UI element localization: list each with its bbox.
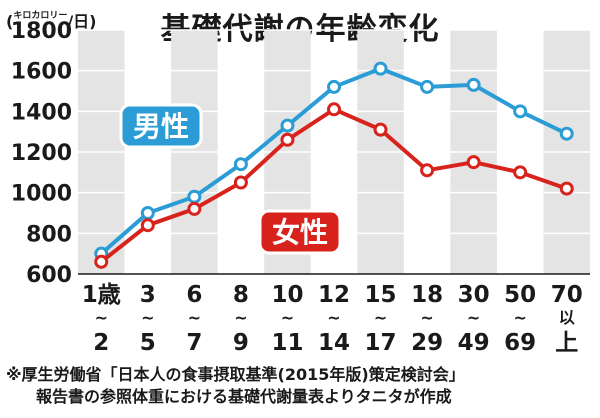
x-tick-bottom: 14: [318, 330, 350, 356]
x-tick-label: 12~14: [318, 282, 350, 356]
x-tick-top: 15: [365, 282, 397, 308]
x-tick-bottom: 11: [271, 330, 303, 356]
series-lines: [94, 61, 574, 269]
x-tick-label: 50~69: [504, 282, 536, 356]
data-point: [280, 118, 295, 133]
x-tick-bottom: 49: [458, 330, 490, 356]
x-tick-bottom: 5: [140, 330, 156, 356]
x-tick-bottom: 上: [555, 330, 578, 356]
data-point: [420, 79, 435, 94]
x-tick-label: 3~5: [140, 282, 156, 356]
source-note: ※厚生労働省「日本人の食事摂取基準(2015年版)策定検討会」 報告書の参照体重…: [6, 364, 596, 408]
x-tick-mid: ~: [420, 308, 433, 327]
data-point: [513, 104, 528, 119]
x-tick-top: 30: [458, 282, 490, 308]
x-tick-top: 3: [140, 282, 156, 308]
x-tick-labels: 1歳~23~56~78~910~1112~1415~1718~2930~4950…: [82, 282, 583, 356]
x-tick-mid: ~: [467, 308, 480, 327]
series-label-box: [258, 209, 342, 255]
x-tick-label: 15~17: [365, 282, 397, 356]
y-tick-label: 600: [26, 263, 72, 288]
y-tick-label: 1400: [11, 100, 72, 125]
x-tick-top: 12: [318, 282, 350, 308]
data-point: [466, 77, 481, 92]
x-tick-label: 1歳~2: [82, 282, 121, 356]
x-tick-label: 10~11: [271, 282, 303, 356]
unit-prefix: (: [6, 12, 14, 31]
series-label-text: 女性: [272, 216, 328, 249]
x-tick-label: 8~9: [233, 282, 249, 356]
unit-small: キロカロリー: [13, 11, 68, 21]
data-point: [327, 102, 341, 117]
x-tick-label: 18~29: [411, 282, 443, 356]
series-label-0: 男性: [119, 103, 203, 149]
data-point: [327, 79, 341, 94]
x-tick-bottom: 7: [186, 330, 202, 356]
note-line-2: 報告書の参照体重における基礎代謝量表よりタニタが作成: [36, 387, 452, 406]
x-tick-bottom: 69: [504, 330, 536, 356]
x-tick-label: 6~7: [186, 282, 202, 356]
data-point: [559, 181, 574, 196]
x-tick-top: 10: [271, 282, 303, 308]
x-tick-mid: ~: [327, 308, 340, 327]
data-point: [420, 163, 435, 178]
x-tick-mid: ~: [281, 308, 294, 327]
x-tick-bottom: 17: [365, 330, 397, 356]
data-point: [280, 132, 295, 147]
note-line-1: ※厚生労働省「日本人の食事摂取基準(2015年版)策定検討会」: [6, 365, 465, 384]
x-tick-bottom: 2: [93, 330, 109, 356]
y-tick-label: 800: [26, 222, 72, 247]
y-tick-label: 1600: [11, 60, 72, 85]
x-tick-mid: ~: [188, 308, 201, 327]
data-point: [187, 201, 202, 216]
x-tick-top: 70: [551, 282, 583, 308]
x-tick-mid: ~: [234, 308, 247, 327]
x-tick-top: 8: [233, 282, 249, 308]
series-label-text: 男性: [133, 110, 189, 143]
x-tick-mid: ~: [513, 308, 526, 327]
y-tick-label: 1000: [11, 182, 72, 207]
y-tick-label: 1800: [11, 19, 72, 44]
x-tick-bottom: 9: [233, 330, 249, 356]
data-point: [187, 189, 202, 204]
x-tick-label: 30~49: [458, 282, 490, 356]
x-tick-mid: ~: [141, 308, 154, 327]
data-point: [373, 122, 388, 137]
series-label-1: 女性: [258, 209, 342, 255]
y-tick-label: 1200: [11, 141, 72, 166]
data-point: [559, 126, 574, 141]
data-point: [373, 61, 388, 76]
data-point: [140, 218, 155, 233]
data-point: [140, 206, 155, 220]
data-point: [466, 155, 481, 170]
x-tick-mid: ~: [374, 308, 387, 327]
data-point: [513, 165, 528, 180]
y-tick-labels: 600 800 1000 1200 1400 1600 1800: [11, 19, 72, 288]
data-point: [233, 157, 248, 172]
y-axis-unit: (キロカロリー/日): [6, 8, 97, 32]
x-tick-top: 6: [186, 282, 202, 308]
data-point: [94, 254, 109, 269]
x-tick-bottom: 29: [411, 330, 443, 356]
x-tick-mid: ~: [95, 308, 108, 327]
x-tick-top: 50: [504, 282, 536, 308]
x-tick-mid: 以: [559, 308, 575, 327]
series-label-box: [119, 103, 203, 149]
data-point: [233, 175, 248, 190]
x-tick-top: 18: [411, 282, 443, 308]
x-tick-top: 1歳: [82, 282, 121, 308]
unit-suffix: /日): [67, 12, 97, 31]
